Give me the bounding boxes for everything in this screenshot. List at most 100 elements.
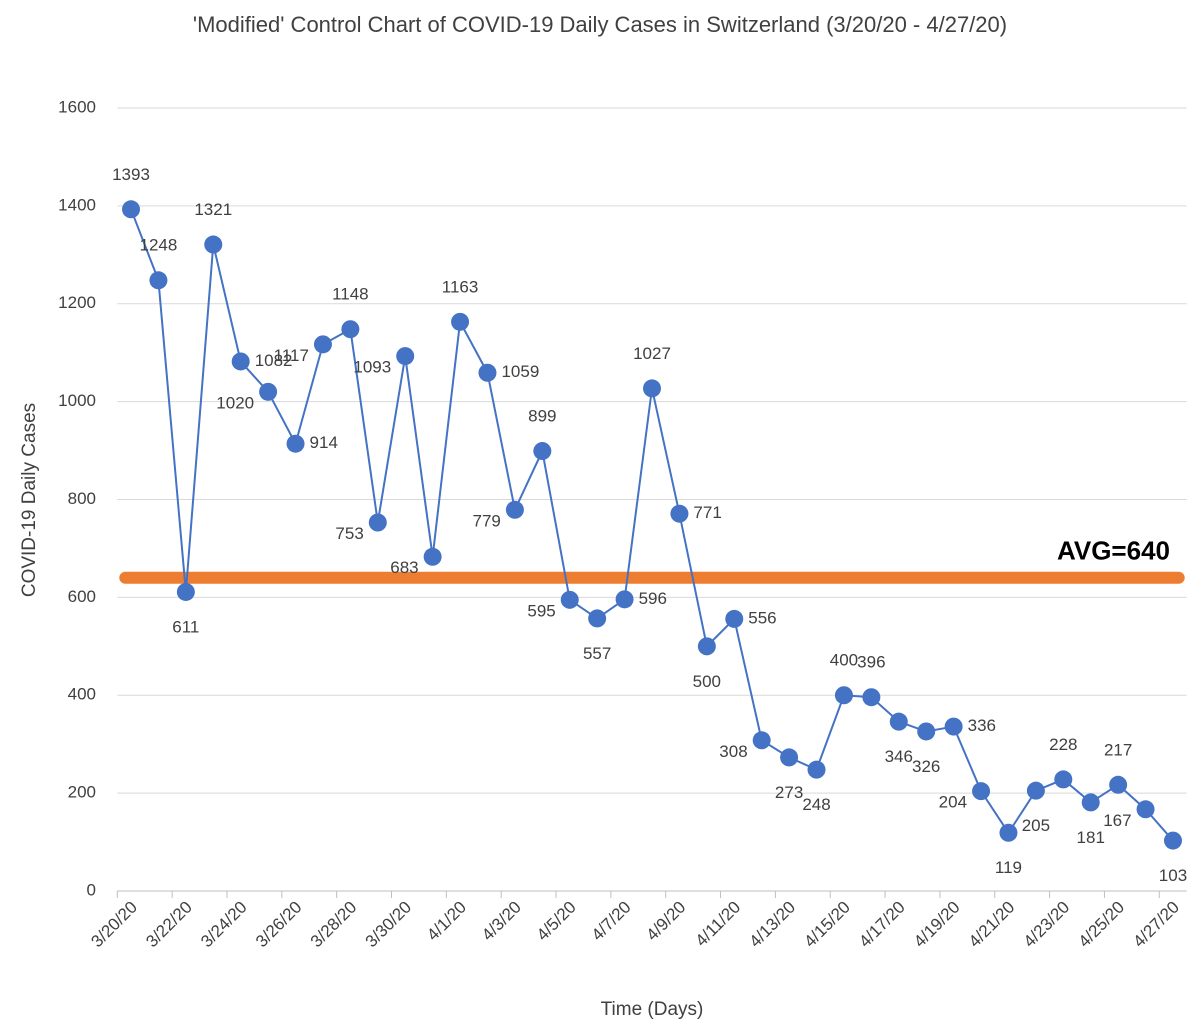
marker [478, 363, 497, 382]
data-label: 326 [912, 757, 940, 776]
marker [368, 513, 387, 532]
y-tick-label: 1400 [58, 195, 96, 214]
data-label: 1117 [274, 346, 309, 365]
x-tick-label: 4/9/20 [643, 898, 690, 945]
x-tick-label: 4/17/20 [855, 898, 909, 952]
x-tick-label: 4/13/20 [746, 898, 800, 952]
data-label: 899 [528, 407, 556, 426]
x-tick-label: 4/19/20 [910, 898, 964, 952]
x-tick-label: 3/30/20 [362, 898, 416, 952]
marker [862, 688, 881, 707]
y-tick-label: 600 [68, 587, 96, 606]
marker [944, 717, 963, 736]
marker [807, 760, 826, 779]
data-label: 204 [939, 793, 967, 812]
x-tick-label: 4/1/20 [423, 898, 470, 945]
data-label: 1248 [140, 236, 178, 255]
data-label: 557 [583, 644, 611, 663]
marker [231, 352, 250, 371]
data-label: 181 [1077, 828, 1105, 847]
data-label: 556 [748, 608, 776, 627]
data-label: 119 [995, 858, 1022, 877]
data-label: 217 [1104, 740, 1132, 759]
marker [917, 722, 936, 741]
data-label: 1027 [633, 344, 671, 363]
marker [752, 731, 771, 750]
x-tick-label: 4/7/20 [588, 898, 635, 945]
marker [1136, 800, 1155, 819]
data-label: 753 [335, 524, 363, 543]
data-label: 1393 [112, 165, 150, 184]
marker [341, 320, 360, 339]
marker [286, 434, 305, 453]
marker [505, 500, 524, 519]
marker [972, 782, 991, 801]
data-label: 771 [693, 503, 721, 522]
x-tick-label: 4/15/20 [800, 898, 854, 952]
x-tick-label: 4/5/20 [533, 898, 580, 945]
x-tick-label: 4/23/20 [1020, 898, 1074, 952]
data-label: 1321 [194, 200, 232, 219]
marker [725, 609, 744, 628]
marker [122, 200, 141, 219]
data-label: 914 [310, 433, 338, 452]
data-label: 273 [775, 783, 803, 802]
x-tick-label: 4/21/20 [965, 898, 1019, 952]
y-tick-label: 1000 [58, 391, 96, 410]
marker [1054, 770, 1073, 789]
x-tick-label: 3/28/20 [307, 898, 361, 952]
data-label: 396 [857, 653, 885, 672]
data-label: 595 [527, 601, 555, 620]
marker [313, 335, 332, 354]
chart-title: 'Modified' Control Chart of COVID-19 Dai… [192, 12, 1008, 37]
marker [999, 823, 1018, 842]
marker [780, 748, 799, 767]
data-label: 336 [968, 716, 996, 735]
y-tick-label: 200 [68, 783, 96, 802]
y-axis-label: COVID-19 Daily Cases [19, 403, 40, 597]
marker [889, 712, 908, 731]
data-label: 1148 [332, 285, 369, 304]
data-label: 228 [1049, 735, 1077, 754]
y-tick-label: 800 [68, 489, 96, 508]
marker [396, 347, 415, 366]
y-tick-label: 1600 [58, 97, 96, 116]
data-label: 611 [172, 617, 199, 636]
marker [560, 590, 579, 609]
marker [204, 235, 223, 254]
x-tick-label: 4/25/20 [1075, 898, 1129, 952]
marker [1026, 781, 1045, 800]
marker [670, 504, 689, 523]
data-label: 248 [802, 795, 830, 814]
marker [834, 686, 853, 705]
x-tick-label: 4/3/20 [478, 898, 525, 945]
data-label: 779 [473, 511, 501, 530]
marker [259, 382, 278, 401]
marker [423, 547, 442, 566]
marker [451, 312, 470, 331]
marker [1109, 775, 1128, 794]
x-tick-label: 3/20/20 [87, 898, 141, 952]
data-label: 1082 [255, 351, 293, 370]
marker [643, 379, 661, 398]
marker [1163, 831, 1182, 850]
y-tick-label: 0 [87, 880, 96, 899]
average-label: AVG=640 [1057, 536, 1170, 566]
data-label: 1059 [501, 362, 539, 381]
x-tick-label: 4/27/20 [1129, 898, 1183, 952]
data-label: 103 [1159, 866, 1187, 885]
x-tick-label: 4/11/20 [692, 898, 745, 951]
data-label: 1163 [442, 277, 479, 296]
x-tick-label: 3/24/20 [197, 898, 251, 952]
marker [697, 637, 716, 656]
marker [176, 582, 195, 601]
marker [533, 442, 552, 461]
data-label: 346 [885, 747, 913, 766]
data-label: 1093 [353, 358, 391, 377]
marker [149, 271, 168, 290]
data-label: 596 [639, 589, 667, 608]
data-label: 205 [1022, 816, 1050, 835]
data-label: 683 [390, 558, 418, 577]
data-label: 500 [693, 672, 721, 691]
